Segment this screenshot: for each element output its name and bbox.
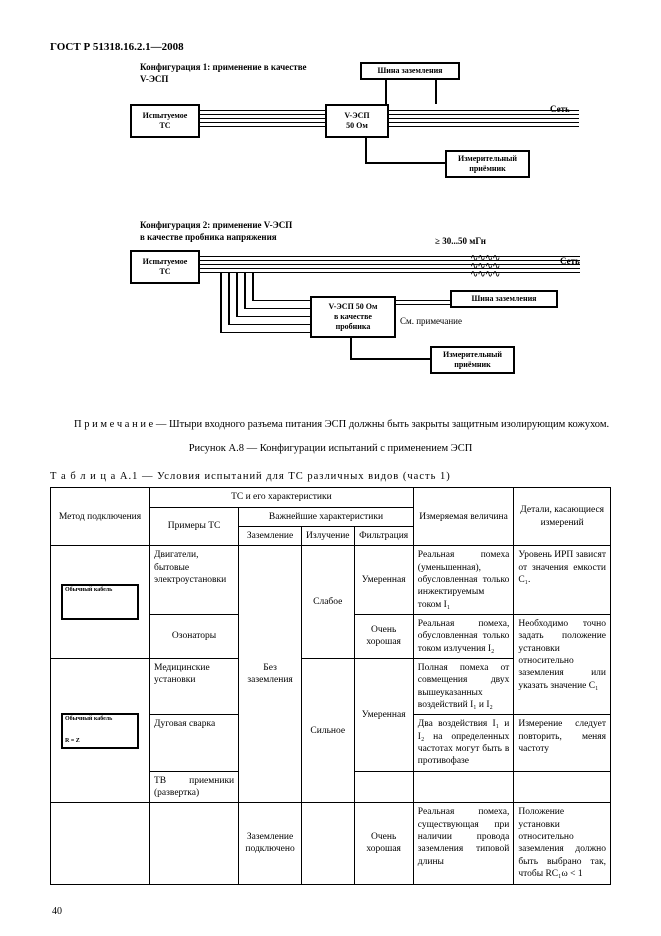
cell-d1: Уровень ИРП зависят от значения емкости … (514, 546, 611, 615)
box-rx-1: Измерительный приёмник (445, 150, 530, 178)
cell-ex3: Медицинские установки (150, 659, 239, 715)
table-a1: Метод подключения ТС и его характеристик… (50, 487, 611, 884)
label-net-2: Сеть (560, 256, 580, 268)
cell-gnd2: Заземление подключено (239, 803, 302, 884)
cell-m5: Реальная помеха, существующая при наличи… (413, 803, 514, 884)
label-inductance: ≥ 30...50 мГн (435, 236, 486, 248)
box-tc-1: Испытуемое ТС (130, 104, 200, 138)
cell-ex2: Озонаторы (150, 614, 239, 658)
h-det: Детали, касающиеся измерений (514, 488, 611, 546)
h-method: Метод подключения (51, 488, 150, 546)
diagram-config-2: Конфигурация 2: применение V-ЭСП в качес… (50, 220, 611, 410)
cell-m2: Реальная помеха, обусловленная только то… (413, 614, 514, 658)
h-flt: Фильтрация (354, 526, 413, 545)
cell-m3: Полная помеха от совмещения двух вышеука… (413, 659, 514, 715)
table-row: Заземление подключено Очень хорошая Реал… (51, 803, 611, 884)
cfg2-title: Конфигурация 2: применение V-ЭСП в качес… (140, 220, 292, 243)
figure-caption: Рисунок А.8 — Конфигурации испытаний с п… (50, 442, 611, 456)
h-gnd: Заземление (239, 526, 302, 545)
cell-rad2: Сильное (302, 659, 354, 803)
diagram-config-1: Конфигурация 1: применение в качестве V-… (50, 62, 611, 212)
method-diagram-2: Обычный кабель R = Z (61, 713, 139, 749)
cell-ex4: Дуговая сварка (150, 715, 239, 771)
box-rx-2: Измерительный приёмник (430, 346, 515, 374)
cell-d3: Измерение следует повторить, меняя часто… (514, 715, 611, 771)
cell-gnd1: Без заземления (239, 546, 302, 803)
box-esp-1: V-ЭСП 50 Ом (325, 104, 389, 138)
h-ex: Примеры ТС (150, 507, 239, 546)
table-row: Обычный кабель Двигатели, бытовые электр… (51, 546, 611, 615)
box-esp-2: V-ЭСП 50 Ом в качестве пробника (310, 296, 396, 338)
cell-ex1: Двигатели, бытовые электроустановки (150, 546, 239, 615)
h-rad: Излучение (302, 526, 354, 545)
doc-number: ГОСТ Р 51318.16.2.1—2008 (50, 40, 611, 54)
cell-d2: Необходимо точно задать положение устано… (514, 614, 611, 714)
note-text: П р и м е ч а н и е — Штыри входного раз… (50, 418, 611, 432)
box-tc-2: Испытуемое ТС (130, 250, 200, 284)
cell-m4: Два воздействия I₁ и I₂ на определенных … (413, 715, 514, 771)
cell-flt1: Умеренная (354, 546, 413, 615)
cell-d4: Положение установки относительно заземле… (514, 803, 611, 884)
cell-ex5: ТВ приемники (развертка) (150, 771, 239, 803)
cell-flt3: Умеренная (354, 659, 413, 772)
page-number: 40 (52, 905, 62, 918)
cfg1-title: Конфигурация 1: применение в качестве V-… (140, 62, 307, 85)
h-meas: Измеряемая величина (413, 488, 514, 546)
h-tc: ТС и его характеристики (150, 488, 414, 507)
box-ground-1: Шина заземления (360, 62, 460, 80)
label-see-note: См. примечание (400, 316, 462, 328)
cell-rad1: Слабое (302, 546, 354, 659)
cell-m1: Реальная помеха (уменьшенная), обусловле… (413, 546, 514, 615)
cell-flt2: Очень хорошая (354, 614, 413, 658)
label-net-1: Сеть (550, 104, 570, 116)
table-header-row: Метод подключения ТС и его характеристик… (51, 488, 611, 507)
box-ground-2: Шина заземления (450, 290, 558, 308)
h-char: Важнейшие характеристики (239, 507, 414, 526)
method-diagram-1: Обычный кабель (61, 584, 139, 620)
table-caption: Т а б л и ц а А.1 — Условия испытаний дл… (50, 470, 611, 484)
cell-flt4: Очень хорошая (354, 803, 413, 884)
